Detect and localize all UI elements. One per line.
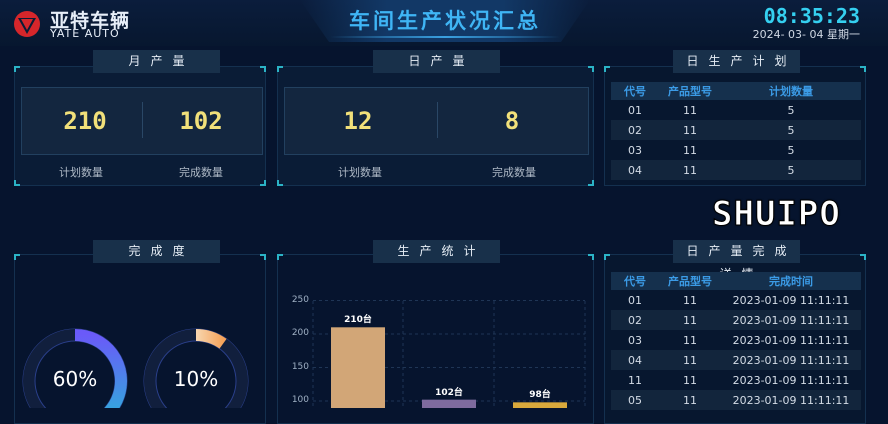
table-row: 03 11 2023-01-09 11:11:11	[611, 330, 861, 350]
cell: 11	[659, 310, 721, 330]
col-header: 产品型号	[659, 82, 721, 100]
table-row: 02 11 5	[611, 120, 861, 140]
cell: 03	[628, 143, 642, 157]
daily-planned-value: 12	[343, 107, 373, 135]
gauge-label: 10%	[173, 367, 219, 391]
daily-plan-title: 日生产计划	[673, 50, 800, 73]
table-row: 03 11 5	[611, 140, 861, 160]
col-header: 产品型号	[659, 272, 721, 290]
table-row: 02 11 2023-01-09 11:11:11	[611, 310, 861, 330]
col-header: 代号	[611, 82, 659, 100]
monthly-completed-value: 102	[179, 107, 223, 135]
daily-completed-value: 8	[504, 107, 520, 135]
daily-planned-label: 计划数量	[338, 166, 382, 179]
stats-title: 生产统计	[373, 240, 500, 263]
cell: 5	[721, 160, 861, 180]
daily-completed-label: 完成数量	[492, 166, 536, 179]
data-label: 102台	[435, 387, 463, 398]
y-tick: 250	[291, 295, 309, 305]
table-row: 11 11 2023-01-09 11:11:11	[611, 370, 861, 390]
clock: 08:35:23	[763, 4, 860, 28]
cell: 02	[611, 310, 659, 330]
cell: 2023-01-09 11:11:11	[721, 350, 861, 370]
cell: 2023-01-09 11:11:11	[732, 293, 850, 307]
bar	[422, 399, 476, 408]
cell: 2023-01-09 11:11:11	[732, 373, 850, 387]
daily-detail-title: 日产量完成详情	[673, 240, 800, 281]
cell: 5	[721, 120, 861, 140]
daily-title: 日产量	[373, 50, 500, 73]
daily-plan-table: 代号 产品型号 计划数量 01 11 5 02 11 5 03 11 5 04 11 5	[611, 82, 861, 180]
title-underline	[330, 36, 560, 38]
completion-title: 完成度	[93, 240, 220, 263]
cell: 03	[628, 333, 642, 347]
logo-icon	[14, 11, 40, 37]
date: 2024- 03- 04 星期一	[752, 28, 860, 41]
table-row: 04 11 5	[611, 160, 861, 180]
logo-subtext: YATE AUTO	[50, 27, 120, 40]
cell: 11	[683, 143, 697, 157]
cell: 05	[611, 390, 659, 410]
gauge-label: 60%	[52, 367, 98, 391]
cell: 11	[683, 293, 697, 307]
daily-detail-table: 代号 产品型号 完成时间 01 11 2023-01-09 11:11:11 02 11 20…	[611, 272, 861, 410]
col-header: 计划数量	[721, 82, 861, 100]
data-label: 98台	[529, 390, 551, 401]
gauge-60	[22, 328, 128, 408]
cell: 11	[628, 373, 642, 387]
table-row: 01 11 5	[611, 100, 861, 120]
table-row: 05 11 2023-01-09 11:11:11	[611, 390, 861, 410]
cell: 01	[628, 293, 642, 307]
title-background	[300, 0, 590, 42]
page-title: 车间生产状况汇总	[349, 9, 541, 33]
daily-panel: 12 8 计划数量 完成数量	[277, 66, 594, 186]
bar	[513, 402, 567, 408]
table-row: 01 11 2023-01-09 11:11:11	[611, 290, 861, 310]
cell: 11	[659, 160, 721, 180]
monthly-title: 月产量	[93, 50, 220, 73]
cell: 2023-01-09 11:11:11	[721, 310, 861, 330]
cell: 04	[611, 350, 659, 370]
logo-text: 亚特车辆	[50, 10, 131, 32]
gauge-arc	[74, 329, 127, 408]
cell: 2023-01-09 11:11:11	[721, 390, 861, 410]
monthly-planned-label: 计划数量	[59, 166, 103, 179]
col-header: 代号	[611, 272, 659, 290]
cell: 11	[659, 390, 721, 410]
gauge-10	[143, 328, 249, 408]
cell: 11	[683, 373, 697, 387]
gauges	[22, 328, 249, 408]
monthly-completed-label: 完成数量	[179, 166, 223, 179]
cell: 5	[787, 103, 795, 117]
cell: 2023-01-09 11:11:11	[732, 333, 850, 347]
cell: 5	[787, 143, 795, 157]
col-header: 完成时间	[721, 272, 861, 290]
data-label: 210台	[344, 315, 372, 326]
cell: 01	[628, 103, 642, 117]
gauge-arc	[195, 329, 227, 349]
y-tick: 150	[291, 362, 309, 372]
bar	[331, 327, 385, 408]
bar-chart	[312, 300, 586, 408]
cell: 11	[659, 120, 721, 140]
y-tick: 100	[291, 395, 309, 405]
cell: 11	[683, 333, 697, 347]
cell: 11	[683, 103, 697, 117]
monthly-planned-value: 210	[63, 107, 107, 135]
cell: 11	[659, 350, 721, 370]
y-tick: 200	[291, 328, 309, 338]
cell: 04	[611, 160, 659, 180]
monthly-panel: 210 102 计划数量 完成数量	[14, 66, 266, 186]
table-row: 04 11 2023-01-09 11:11:11	[611, 350, 861, 370]
cell: 02	[611, 120, 659, 140]
watermark: SHUIPO	[712, 194, 841, 235]
